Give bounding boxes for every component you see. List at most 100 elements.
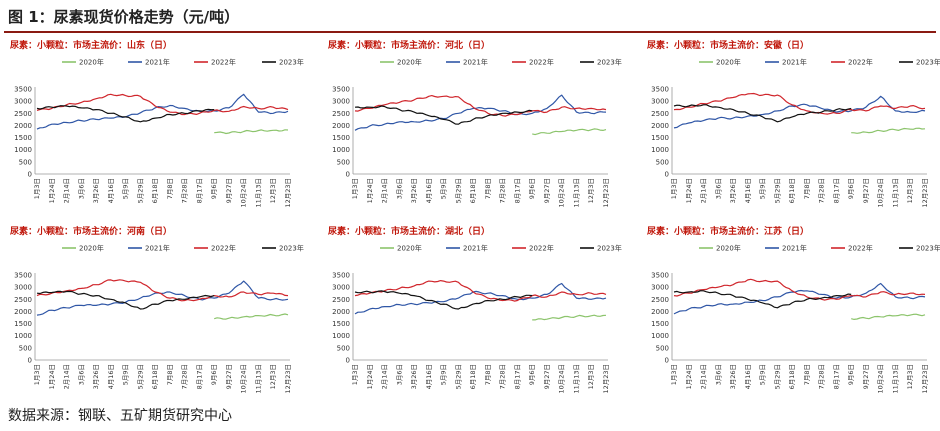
x-tick-label: 7月8日 bbox=[166, 364, 174, 385]
x-tick-label: 9月6日 bbox=[847, 364, 855, 385]
x-tick-label: 10月24日 bbox=[558, 178, 566, 208]
series-line-2021 bbox=[354, 282, 607, 315]
x-tick-label: 3月6日 bbox=[77, 364, 85, 385]
x-tick-label: 12月3日 bbox=[906, 178, 914, 203]
x-tick-label: 8月17日 bbox=[832, 178, 840, 203]
legend-label-2022: 2022年 bbox=[848, 244, 873, 253]
x-tick-label: 12月3日 bbox=[587, 364, 595, 389]
x-tick-label: 1月24日 bbox=[685, 364, 693, 389]
x-tick-label: 2月14日 bbox=[381, 178, 389, 203]
y-tick-label: 0 bbox=[665, 357, 669, 365]
x-tick-label: 7月8日 bbox=[803, 364, 811, 385]
x-tick-label: 12月3日 bbox=[906, 364, 914, 389]
x-tick-label: 1月24日 bbox=[366, 364, 374, 389]
x-tick-label: 10月24日 bbox=[877, 178, 885, 208]
series-line-2021 bbox=[354, 94, 607, 131]
x-tick-label: 8月17日 bbox=[832, 364, 840, 389]
legend-label-2023: 2023年 bbox=[597, 244, 622, 253]
x-tick-label: 9月27日 bbox=[543, 364, 551, 389]
y-tick-label: 2000 bbox=[332, 122, 350, 130]
y-tick-label: 3000 bbox=[332, 98, 350, 106]
y-tick-label: 1500 bbox=[14, 134, 32, 142]
y-tick-label: 1500 bbox=[651, 134, 669, 142]
x-tick-label: 3月6日 bbox=[395, 364, 403, 385]
x-tick-label: 1月3日 bbox=[670, 364, 678, 385]
legend-label-2020: 2020年 bbox=[79, 244, 104, 253]
x-tick-label: 5月9日 bbox=[440, 364, 448, 385]
x-tick-label: 5月9日 bbox=[122, 178, 130, 199]
x-tick-label: 9月27日 bbox=[862, 364, 870, 389]
x-tick-label: 7月8日 bbox=[166, 178, 174, 199]
x-tick-label: 6月18日 bbox=[469, 364, 477, 389]
x-tick-label: 4月16日 bbox=[425, 178, 433, 203]
legend-label-2020: 2020年 bbox=[716, 58, 741, 67]
y-tick-label: 0 bbox=[28, 357, 32, 365]
x-tick-label: 5月9日 bbox=[759, 178, 767, 199]
x-tick-label: 9月6日 bbox=[528, 364, 536, 385]
x-tick-label: 1月3日 bbox=[351, 364, 359, 385]
legend-label-2020: 2020年 bbox=[79, 58, 104, 67]
x-tick-label: 4月16日 bbox=[425, 364, 433, 389]
x-tick-label: 3月6日 bbox=[77, 178, 85, 199]
x-tick-label: 2月14日 bbox=[63, 178, 71, 203]
x-tick-label: 3月6日 bbox=[395, 178, 403, 199]
x-tick-label: 3月26日 bbox=[410, 364, 418, 389]
series-line-2022 bbox=[36, 279, 289, 302]
series-line-2021 bbox=[36, 93, 289, 130]
x-tick-label: 7月28日 bbox=[181, 178, 189, 203]
x-tick-label: 5月29日 bbox=[136, 178, 144, 203]
x-tick-label: 12月23日 bbox=[602, 364, 610, 394]
x-tick-label: 2月14日 bbox=[700, 178, 708, 203]
y-tick-label: 2500 bbox=[651, 296, 669, 304]
x-tick-label: 7月28日 bbox=[499, 178, 507, 203]
legend-label-2020: 2020年 bbox=[397, 58, 422, 67]
y-tick-label: 1000 bbox=[332, 146, 350, 154]
x-tick-label: 9月6日 bbox=[210, 364, 218, 385]
x-tick-label: 5月29日 bbox=[454, 364, 462, 389]
x-tick-label: 4月16日 bbox=[744, 364, 752, 389]
y-tick-label: 0 bbox=[346, 357, 350, 365]
y-tick-label: 3500 bbox=[14, 272, 32, 280]
x-tick-label: 8月17日 bbox=[195, 364, 203, 389]
y-tick-label: 3000 bbox=[332, 284, 350, 292]
x-tick-label: 7月28日 bbox=[818, 178, 826, 203]
x-tick-label: 8月17日 bbox=[195, 178, 203, 203]
y-tick-label: 3000 bbox=[651, 98, 669, 106]
x-tick-label: 11月13日 bbox=[572, 178, 580, 208]
y-tick-label: 3000 bbox=[14, 284, 32, 292]
legend-label-2023: 2023年 bbox=[597, 58, 622, 67]
y-tick-label: 3000 bbox=[14, 98, 32, 106]
legend-label-2023: 2023年 bbox=[279, 58, 304, 67]
series-line-2021 bbox=[673, 95, 926, 129]
x-tick-label: 12月23日 bbox=[602, 178, 610, 208]
y-tick-label: 1500 bbox=[651, 320, 669, 328]
y-tick-label: 1000 bbox=[14, 332, 32, 340]
x-tick-label: 12月23日 bbox=[921, 178, 929, 208]
y-tick-label: 1000 bbox=[332, 332, 350, 340]
x-tick-label: 5月29日 bbox=[773, 364, 781, 389]
y-tick-label: 500 bbox=[337, 158, 350, 166]
y-tick-label: 2500 bbox=[14, 110, 32, 118]
y-tick-label: 2500 bbox=[14, 296, 32, 304]
y-tick-label: 2500 bbox=[332, 296, 350, 304]
x-tick-label: 4月16日 bbox=[107, 364, 115, 389]
x-tick-label: 7月8日 bbox=[484, 364, 492, 385]
y-tick-label: 0 bbox=[28, 171, 32, 179]
legend-label-2020: 2020年 bbox=[716, 244, 741, 253]
x-tick-label: 1月24日 bbox=[685, 178, 693, 203]
x-tick-label: 5月9日 bbox=[440, 178, 448, 199]
x-tick-label: 8月17日 bbox=[513, 178, 521, 203]
legend-label-2023: 2023年 bbox=[916, 58, 940, 67]
x-tick-label: 2月14日 bbox=[63, 364, 71, 389]
x-tick-label: 6月18日 bbox=[151, 178, 159, 203]
y-tick-label: 500 bbox=[656, 344, 669, 352]
legend-label-2022: 2022年 bbox=[211, 244, 236, 253]
y-tick-label: 1000 bbox=[651, 332, 669, 340]
series-line-2022 bbox=[36, 93, 289, 116]
chart-panel-2: 尿素：小颗粒：市场主流价：河北（日） 2020年 2021年 2022年 2023年 0 5… bbox=[328, 39, 622, 208]
series-line-2022 bbox=[673, 278, 926, 301]
x-tick-label: 5月9日 bbox=[122, 364, 130, 385]
y-tick-label: 1000 bbox=[651, 146, 669, 154]
x-tick-label: 10月24日 bbox=[240, 178, 248, 208]
